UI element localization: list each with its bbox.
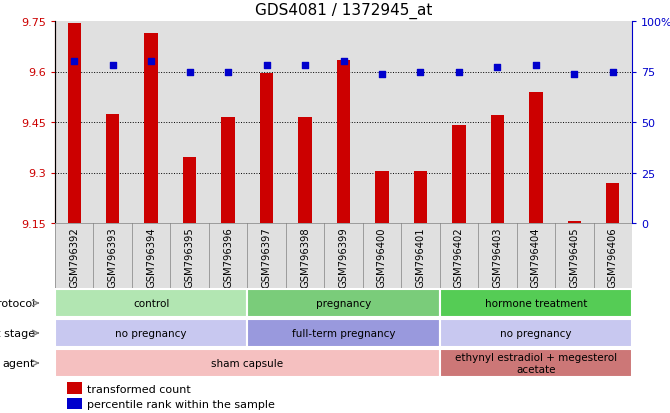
Bar bbox=[260, 74, 273, 223]
Bar bbox=[209, 22, 247, 223]
Bar bbox=[55, 289, 247, 318]
Text: ethynyl estradiol + megesterol
acetate: ethynyl estradiol + megesterol acetate bbox=[455, 352, 617, 374]
Point bbox=[146, 59, 157, 66]
Text: GSM796394: GSM796394 bbox=[146, 227, 156, 287]
Bar bbox=[594, 223, 632, 288]
Bar bbox=[478, 223, 517, 288]
Bar bbox=[324, 22, 362, 223]
Text: GSM796399: GSM796399 bbox=[338, 227, 348, 287]
Point bbox=[107, 63, 118, 69]
Text: control: control bbox=[133, 298, 170, 308]
Bar bbox=[55, 223, 94, 288]
Bar bbox=[145, 34, 158, 223]
Text: full-term pregnancy: full-term pregnancy bbox=[291, 328, 395, 338]
Bar bbox=[247, 319, 440, 348]
Bar bbox=[67, 398, 82, 409]
Point bbox=[377, 71, 387, 78]
Bar bbox=[517, 22, 555, 223]
Text: GSM796406: GSM796406 bbox=[608, 227, 618, 287]
Bar bbox=[555, 22, 594, 223]
Point bbox=[492, 65, 502, 71]
Bar bbox=[401, 22, 440, 223]
Bar bbox=[132, 22, 170, 223]
Text: GSM796396: GSM796396 bbox=[223, 227, 233, 287]
Bar bbox=[375, 171, 389, 223]
Bar bbox=[517, 223, 555, 288]
Bar bbox=[209, 223, 247, 288]
Bar bbox=[247, 289, 440, 318]
Bar bbox=[55, 319, 247, 348]
Bar bbox=[362, 223, 401, 288]
Point bbox=[299, 63, 310, 69]
Bar bbox=[183, 158, 196, 223]
Point bbox=[338, 59, 349, 66]
Text: GSM796400: GSM796400 bbox=[377, 227, 387, 287]
Point bbox=[569, 71, 580, 78]
Text: sham capsule: sham capsule bbox=[211, 358, 283, 368]
Text: no pregnancy: no pregnancy bbox=[500, 328, 572, 338]
Bar bbox=[170, 22, 209, 223]
Bar bbox=[67, 382, 82, 394]
Bar bbox=[286, 223, 324, 288]
Bar bbox=[401, 223, 440, 288]
Bar bbox=[440, 223, 478, 288]
Bar bbox=[606, 183, 620, 223]
Bar bbox=[324, 223, 362, 288]
Text: GSM796398: GSM796398 bbox=[300, 227, 310, 287]
Bar bbox=[567, 222, 581, 223]
Point bbox=[531, 63, 541, 69]
Bar bbox=[337, 61, 350, 223]
Title: GDS4081 / 1372945_at: GDS4081 / 1372945_at bbox=[255, 3, 432, 19]
Text: pregnancy: pregnancy bbox=[316, 298, 371, 308]
Bar bbox=[440, 319, 632, 348]
Bar bbox=[413, 171, 427, 223]
Bar bbox=[94, 223, 132, 288]
Bar bbox=[286, 22, 324, 223]
Bar bbox=[452, 126, 466, 223]
Point bbox=[608, 69, 618, 76]
Bar bbox=[170, 223, 209, 288]
Text: no pregnancy: no pregnancy bbox=[115, 328, 187, 338]
Bar bbox=[490, 116, 504, 223]
Point bbox=[415, 69, 426, 76]
Point bbox=[69, 59, 80, 66]
Point bbox=[261, 63, 272, 69]
Text: GSM796404: GSM796404 bbox=[531, 227, 541, 287]
Text: protocol: protocol bbox=[0, 298, 35, 308]
Bar bbox=[106, 114, 119, 223]
Text: GSM796401: GSM796401 bbox=[415, 227, 425, 287]
Bar bbox=[529, 93, 543, 223]
Bar bbox=[132, 223, 170, 288]
Bar bbox=[221, 118, 234, 223]
Bar bbox=[55, 349, 440, 377]
Text: agent: agent bbox=[3, 358, 35, 368]
Point bbox=[454, 69, 464, 76]
Bar bbox=[478, 22, 517, 223]
Bar bbox=[94, 22, 132, 223]
Text: GSM796402: GSM796402 bbox=[454, 227, 464, 287]
Bar bbox=[298, 118, 312, 223]
Bar bbox=[440, 349, 632, 377]
Text: GSM796397: GSM796397 bbox=[261, 227, 271, 287]
Text: GSM796405: GSM796405 bbox=[570, 227, 580, 287]
Text: percentile rank within the sample: percentile rank within the sample bbox=[87, 399, 275, 409]
Point bbox=[222, 69, 233, 76]
Text: GSM796395: GSM796395 bbox=[185, 227, 194, 287]
Bar bbox=[247, 22, 286, 223]
Bar bbox=[362, 22, 401, 223]
Bar bbox=[68, 24, 81, 223]
Text: GSM796403: GSM796403 bbox=[492, 227, 502, 287]
Bar bbox=[555, 223, 594, 288]
Text: GSM796392: GSM796392 bbox=[69, 227, 79, 287]
Bar bbox=[440, 22, 478, 223]
Text: transformed count: transformed count bbox=[87, 384, 191, 394]
Bar bbox=[440, 289, 632, 318]
Text: development stage: development stage bbox=[0, 328, 35, 338]
Point bbox=[184, 69, 195, 76]
Bar bbox=[594, 22, 632, 223]
Bar bbox=[247, 223, 286, 288]
Bar bbox=[55, 22, 94, 223]
Text: hormone treatment: hormone treatment bbox=[484, 298, 587, 308]
Text: GSM796393: GSM796393 bbox=[108, 227, 118, 287]
